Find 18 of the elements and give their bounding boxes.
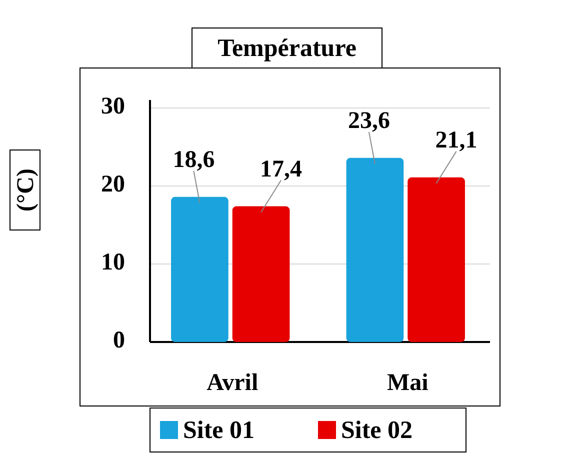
- chart-title: Température: [218, 35, 356, 62]
- data-label: 21,1: [435, 127, 478, 154]
- legend-label: Site 01: [183, 417, 255, 444]
- y-tick-label: 30: [101, 94, 125, 120]
- data-label: 23,6: [348, 108, 390, 134]
- y-tick-label: 10: [101, 250, 125, 276]
- data-label: 17,4: [260, 156, 302, 182]
- data-label: 18,6: [172, 146, 215, 173]
- bar: [232, 206, 290, 342]
- legend-label: Site 02: [341, 417, 413, 444]
- y-tick-label: 20: [101, 172, 125, 198]
- bar: [171, 196, 228, 342]
- x-tick-label: Mai: [386, 370, 429, 396]
- y-axis-title: (°C): [13, 168, 39, 212]
- bar: [408, 177, 465, 342]
- bar: [346, 158, 404, 342]
- y-tick-label: 0: [113, 328, 125, 354]
- x-tick-label: Avril: [206, 370, 258, 396]
